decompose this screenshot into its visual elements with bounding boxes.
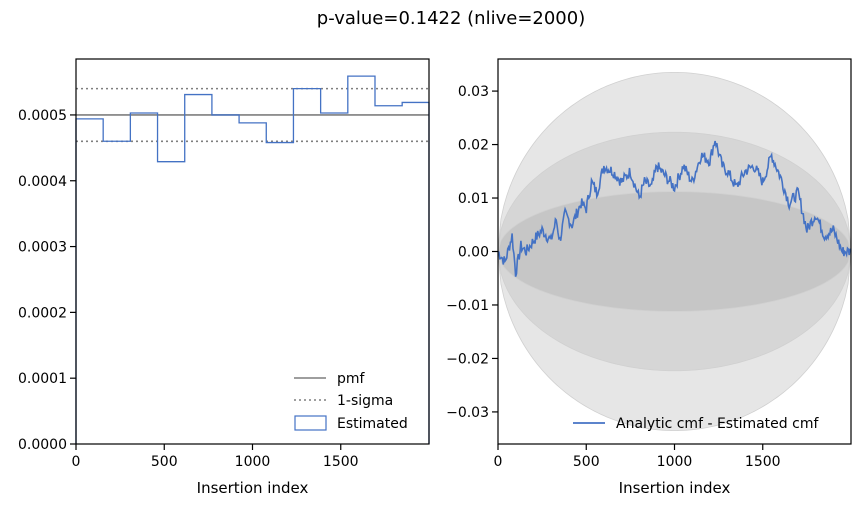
left-axis-ticks: 0 500 1000 1500 0.0000 0.0001 0.0002 0.0003 0.00… <box>18 108 359 470</box>
y-tick-label: 0.0005 <box>18 108 67 124</box>
y-tick-label: 0.0002 <box>18 305 67 321</box>
x-tick-label: 500 <box>573 454 600 470</box>
left-axes-frame <box>75 58 430 445</box>
left-x-axis-label: Insertion index <box>197 479 309 497</box>
y-tick-label: −0.03 <box>446 405 489 421</box>
figure-title: p-value=0.1422 (nlive=2000) <box>317 8 585 29</box>
estimated-bin <box>293 89 320 444</box>
right-panel: 0 500 1000 1500 −0.03 −0.02 −0.01 0.00 0.01 0.02 0… <box>446 58 852 497</box>
legend-entry: 1-sigma <box>337 393 393 409</box>
estimated-bin <box>266 143 293 444</box>
y-tick-label: 0.0003 <box>18 240 67 256</box>
y-tick-label: −0.02 <box>446 351 489 367</box>
estimated-bin <box>185 95 212 444</box>
sigma-band <box>497 191 852 312</box>
estimated-bin <box>402 102 429 444</box>
left-plot-area <box>75 75 430 444</box>
cmf-difference-line <box>498 140 851 277</box>
x-tick-label: 1000 <box>657 454 693 470</box>
estimated-bin <box>348 76 375 444</box>
x-tick-label: 1500 <box>745 454 781 470</box>
right-legend: Analytic cmf - Estimated cmf <box>573 416 819 432</box>
estimated-step-histogram <box>75 75 430 444</box>
x-tick-label: 1000 <box>235 454 271 470</box>
y-tick-label: 0.0004 <box>18 174 67 190</box>
legend-entry: Estimated <box>337 416 408 432</box>
estimated-bin <box>103 141 130 444</box>
left-legend: pmf 1-sigma Estimated <box>294 371 408 432</box>
legend-entry: pmf <box>337 371 366 387</box>
y-tick-label: 0.0000 <box>18 437 67 453</box>
x-tick-label: 1500 <box>323 454 359 470</box>
x-tick-label: 0 <box>72 454 81 470</box>
estimated-bin <box>239 123 266 444</box>
x-tick-label: 500 <box>151 454 178 470</box>
estimated-bin <box>158 162 185 444</box>
y-tick-label: 0.00 <box>458 245 489 261</box>
right-x-axis-label: Insertion index <box>619 479 731 497</box>
y-tick-label: −0.01 <box>446 298 489 314</box>
x-tick-label: 0 <box>494 454 503 470</box>
estimated-bin <box>212 115 239 444</box>
y-tick-label: 0.0001 <box>18 371 67 387</box>
y-tick-label: 0.03 <box>458 84 489 100</box>
y-tick-label: 0.01 <box>458 191 489 207</box>
right-axes-frame <box>497 58 852 445</box>
legend-estimated-swatch <box>294 415 327 431</box>
right-axis-ticks: 0 500 1000 1500 −0.03 −0.02 −0.01 0.00 0.01 0.02 0… <box>446 84 780 470</box>
estimated-bin <box>76 119 103 444</box>
y-tick-label: 0.02 <box>458 138 489 154</box>
legend-entry: Analytic cmf - Estimated cmf <box>616 416 819 432</box>
left-panel: 0 500 1000 1500 0.0000 0.0001 0.0002 0.0003 0.00… <box>18 58 430 497</box>
right-plot-area <box>497 71 852 432</box>
estimated-bin <box>130 113 157 444</box>
